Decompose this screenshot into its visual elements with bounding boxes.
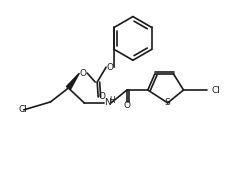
Text: H: H	[109, 96, 115, 105]
Text: O: O	[107, 63, 114, 72]
Text: O: O	[99, 92, 106, 101]
Text: Cl: Cl	[19, 105, 28, 114]
Polygon shape	[66, 73, 79, 89]
Text: S: S	[165, 98, 171, 107]
Text: N: N	[104, 98, 111, 107]
Text: O: O	[123, 101, 131, 110]
Text: O: O	[80, 69, 87, 78]
Text: Cl: Cl	[211, 85, 220, 94]
